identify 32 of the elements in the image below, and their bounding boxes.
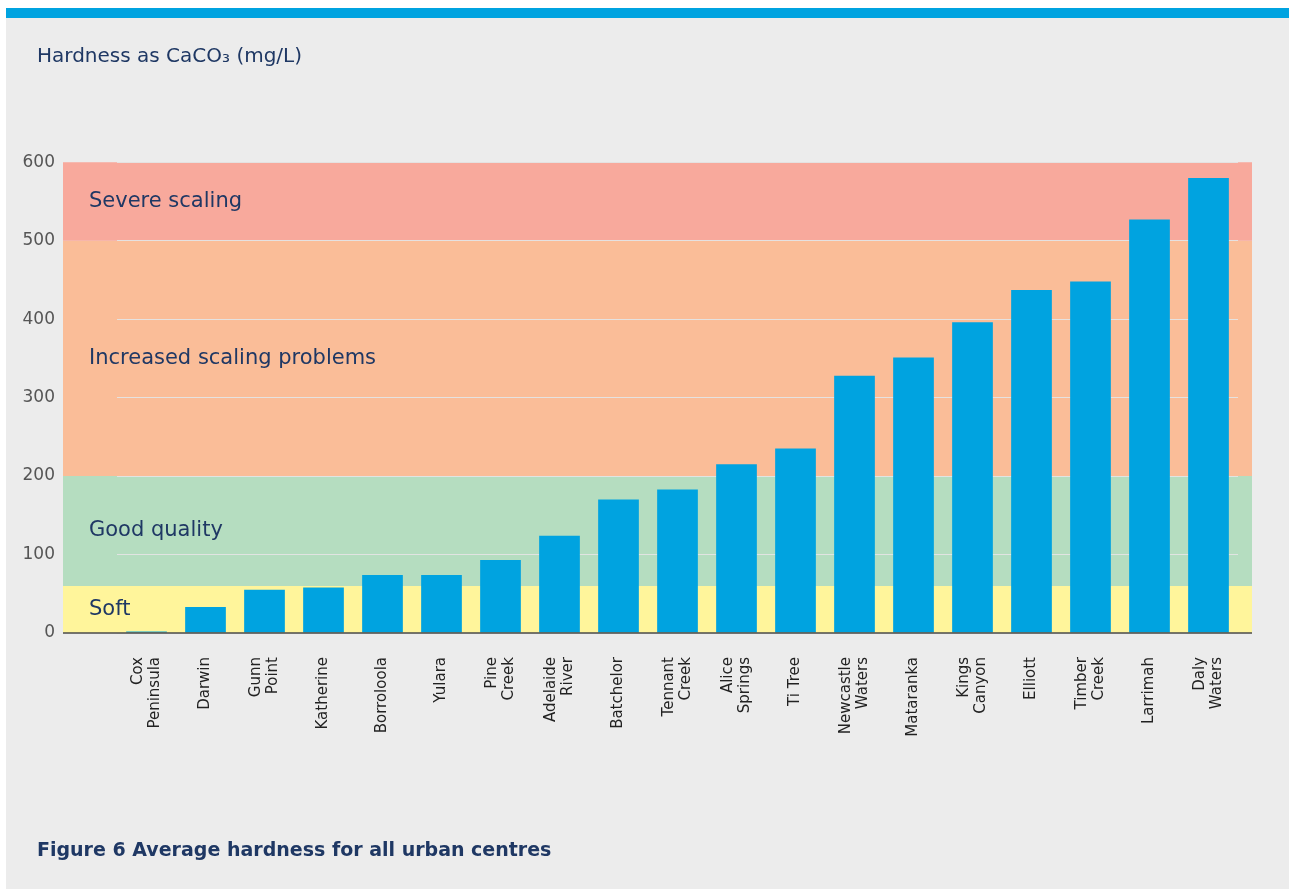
x-tick-label: Katherine <box>313 657 332 730</box>
x-tick-label: Cox Peninsula <box>127 656 163 729</box>
y-tick-label: 300 <box>22 386 55 407</box>
x-tick-label: Yulara <box>431 657 450 704</box>
y-tick-label: 600 <box>22 150 55 171</box>
x-tick-label: Batchelor <box>608 656 627 729</box>
y-tick-label: 400 <box>22 307 55 328</box>
x-tick-label: Pine Creek <box>481 656 517 701</box>
x-tick-label: Darwin <box>195 657 214 710</box>
x-tick-label: Gunn Point <box>245 656 281 698</box>
x-tick-label: Ti Tree <box>785 657 804 707</box>
band-label: Severe scaling <box>89 187 243 212</box>
x-tick-label: Kings Canyon <box>953 656 989 714</box>
x-tick-label: Newcastle Waters <box>835 656 871 735</box>
x-tick-label: Alice Springs <box>717 656 753 714</box>
y-tick-label: 0 <box>44 621 55 642</box>
band-label: Increased scaling problems <box>89 344 377 369</box>
y-tick-label: 500 <box>22 229 55 250</box>
x-tick-label: Tennant Creek <box>658 656 694 718</box>
y-tick-label: 100 <box>22 542 55 563</box>
band-label: Soft <box>89 595 131 620</box>
x-tick-label: Adelaide River <box>540 656 576 723</box>
x-tick-label: Timber Creek <box>1071 656 1107 711</box>
x-tick-label: Borroloola <box>372 657 391 734</box>
y-tick-label: 200 <box>22 464 55 485</box>
text: Figure 6 Average hardness for all urban centres <box>37 838 552 860</box>
x-tick-label: Elliott <box>1021 656 1040 700</box>
x-tick-label: Mataranka <box>903 657 922 737</box>
y-axis-title: Hardness as CaCO₃ (mg/L) <box>37 43 303 67</box>
band-label: Good quality <box>89 517 223 542</box>
x-tick-label: Daly Waters <box>1189 656 1225 710</box>
x-tick-label: Larrimah <box>1139 657 1158 725</box>
